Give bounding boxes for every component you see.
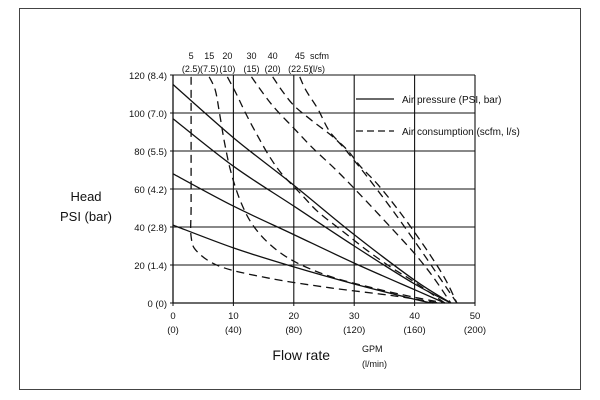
air-pressure-curve-0 (172, 84, 452, 304)
grid (173, 74, 476, 303)
curves (172, 76, 458, 304)
air-scale-scfm-5: 45 (295, 51, 305, 61)
air-scale-unit-ls: (l/s) (310, 64, 325, 74)
chart-frame: 0 (0) 20 (1.4) 40 (2.8) 60 (4.2) 80 (5.5) 100… (19, 8, 581, 390)
air-scale-ls-1: (7.5) (200, 64, 219, 74)
air-scale-scfm-4: 40 (268, 51, 278, 61)
air-scale-scfm-2: 20 (222, 51, 232, 61)
x-tick-lpm-0: (0) (167, 325, 179, 336)
y-tick-label-5: 100 (7.0) (129, 109, 167, 120)
air-scale-ls-4: (20) (265, 64, 281, 74)
air-consumption-curve-5 (208, 76, 445, 304)
air-consumption-curve-7 (250, 76, 452, 304)
x-tick-gpm-2: 20 (289, 311, 300, 322)
x-tick-lpm-1: (40) (225, 325, 242, 336)
y-tick-label-0: 0 (0) (147, 299, 167, 310)
x-tick-gpm-4: 40 (409, 311, 420, 322)
air-consumption-curve-4 (190, 76, 439, 304)
legend-air-consumption-label: Air consumption (scfm, l/s) (402, 127, 520, 138)
y-tick-label-3: 60 (4.2) (134, 185, 167, 196)
air-scale-ls-2: (10) (219, 64, 235, 74)
x-tick-lpm-4: (160) (404, 325, 426, 336)
y-tick-label-6: 120 (8.4) (129, 71, 167, 82)
x-axis-unit-lpm: (l/min) (362, 359, 387, 369)
air-pressure-curve-1 (172, 118, 452, 304)
y-tick-label-4: 80 (5.5) (134, 147, 167, 158)
axes: 0 (0)20 (1.4)40 (2.8)60 (4.2)80 (5.5)100… (129, 51, 486, 336)
y-tick-label-2: 40 (2.8) (134, 223, 167, 234)
air-consumption-curve-9 (299, 76, 458, 304)
y-axis-title: Head (70, 189, 101, 204)
legend: Air pressure (PSI, bar) Air consumption … (356, 95, 520, 138)
air-scale-scfm-1: 15 (204, 51, 214, 61)
air-scale-unit-scfm: scfm (310, 51, 329, 61)
y-axis-unit: PSI (bar) (60, 209, 112, 224)
x-tick-lpm-5: (200) (464, 325, 486, 336)
x-tick-gpm-0: 0 (170, 311, 175, 322)
air-pressure-curve-3 (172, 224, 433, 304)
air-consumption-curve-8 (272, 76, 458, 304)
air-scale-scfm-3: 30 (247, 51, 257, 61)
air-scale-ls-5: (22.5) (288, 64, 312, 74)
x-tick-gpm-3: 30 (349, 311, 360, 322)
legend-air-pressure-label: Air pressure (PSI, bar) (402, 95, 501, 106)
air-scale-scfm-0: 5 (189, 51, 194, 61)
x-tick-gpm-1: 10 (228, 311, 239, 322)
air-pressure-curve-2 (172, 173, 446, 304)
air-consumption-curve-6 (226, 76, 446, 304)
x-axis-title: Flow rate (272, 347, 330, 363)
performance-curve-chart: 0 (0)20 (1.4)40 (2.8)60 (4.2)80 (5.5)100… (60, 51, 520, 369)
y-tick-label-1: 20 (1.4) (134, 261, 167, 272)
air-scale-ls-3: (15) (244, 64, 260, 74)
x-axis-unit-gpm: GPM (362, 344, 383, 354)
x-tick-lpm-3: (120) (343, 325, 365, 336)
x-tick-lpm-2: (80) (285, 325, 302, 336)
x-tick-gpm-5: 50 (470, 311, 481, 322)
air-scale-ls-0: (2.5) (182, 64, 201, 74)
